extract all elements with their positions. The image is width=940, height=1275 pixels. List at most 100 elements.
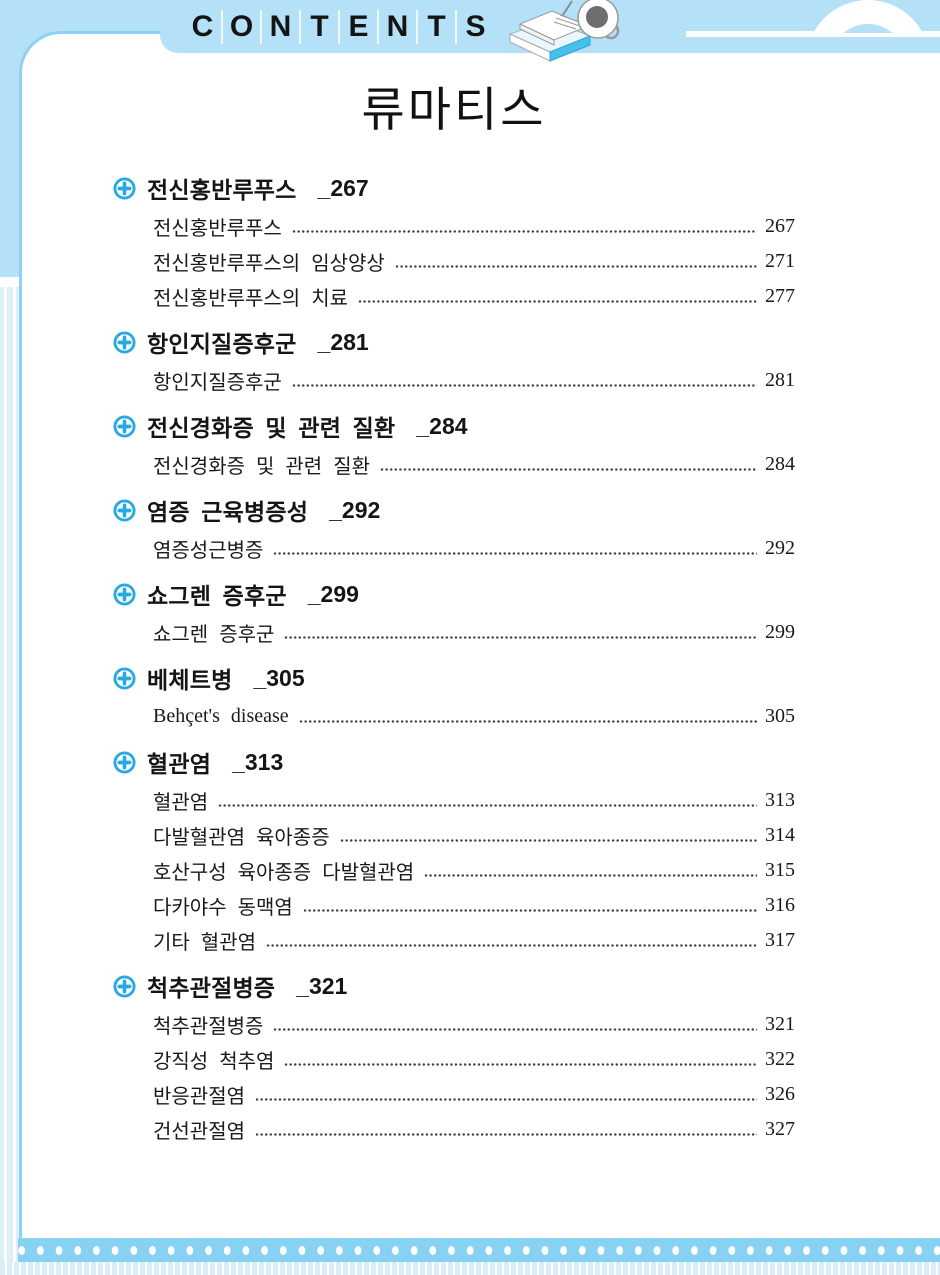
entry-list: 전신경화증 및 관련 질환 284 <box>153 447 795 482</box>
entry-title: Behçet's disease <box>153 705 289 728</box>
left-rail-striped <box>0 287 19 1262</box>
entry-title: 쇼그렌 증후군 <box>153 624 275 647</box>
section-title: 척추관절병증 <box>147 975 276 1002</box>
toc-entry-row: 호산구성 육아종증 다발혈관염 315 <box>153 853 795 888</box>
entry-page-number: 327 <box>765 1118 795 1141</box>
entry-page-number: 281 <box>765 369 795 392</box>
contents-letter: N <box>379 9 418 44</box>
toc-section: 전신경화증 및 관련 질환 _284 전신경화증 및 관련 질환 284 <box>113 412 795 482</box>
entry-page-number: 305 <box>765 705 795 728</box>
toc-entry-row: Behçet's disease 305 <box>153 699 795 734</box>
toc-entry-row: 혈관염 313 <box>153 783 795 818</box>
entry-page-number: 313 <box>765 789 795 812</box>
entry-title: 전신홍반루푸스의 임상양상 <box>153 253 385 276</box>
entry-title: 강직성 척추염 <box>153 1051 275 1074</box>
section-page-label: _321 <box>296 972 348 999</box>
dotted-leader <box>302 909 757 913</box>
entry-list: 전신홍반루푸스 267 전신홍반루푸스의 임상양상 271 전신홍반루푸스의 치… <box>153 209 795 314</box>
dotted-leader <box>273 1028 757 1032</box>
dotted-leader <box>284 636 757 640</box>
section-title: 쇼그렌 증후군 <box>147 583 287 610</box>
section-heading: 전신홍반루푸스 _267 <box>113 174 795 204</box>
toc-entry-row: 전신홍반루푸스의 임상양상 271 <box>153 244 795 279</box>
contents-letter: S <box>465 10 486 43</box>
bottom-ribbed-strip <box>0 1262 940 1275</box>
entry-title: 전신경화증 및 관련 질환 <box>153 456 370 479</box>
contents-letter: C <box>184 9 223 44</box>
toc-entry-row: 건선관절염 327 <box>153 1112 795 1147</box>
section-title: 항인지질증후군 <box>147 331 297 358</box>
section-title: 염증 근육병증성 <box>147 499 309 526</box>
page-title: 류마티스 <box>361 85 547 137</box>
section-heading: 전신경화증 및 관련 질환 _284 <box>113 412 795 442</box>
toc-entry-row: 기타 혈관염 317 <box>153 923 795 958</box>
section-title: 전신홍반루푸스 <box>147 177 297 204</box>
entry-title: 전신홍반루푸스의 치료 <box>153 288 348 311</box>
section-heading: 쇼그렌 증후군 _299 <box>113 580 795 610</box>
entry-title: 호산구성 육아종증 다발혈관염 <box>153 862 415 885</box>
section-title: 전신경화증 및 관련 질환 <box>147 415 396 442</box>
bottom-dots-band <box>18 1238 940 1263</box>
entry-list: Behçet's disease 305 <box>153 699 795 734</box>
entry-page-number: 315 <box>765 859 795 882</box>
plus-circle-icon <box>113 331 136 354</box>
entry-title: 혈관염 <box>153 792 209 815</box>
entry-title: 기타 혈관염 <box>153 932 256 955</box>
entry-title: 다발혈관염 육아종증 <box>153 827 330 850</box>
entry-page-number: 321 <box>765 1013 795 1036</box>
toc-entry-row: 전신경화증 및 관련 질환 284 <box>153 447 795 482</box>
entry-title: 다카야수 동맥염 <box>153 897 293 920</box>
dotted-leader <box>394 265 757 269</box>
dotted-leader <box>255 1098 757 1102</box>
entry-list: 혈관염 313 다발혈관염 육아종증 314 호산구성 육아종증 다발혈관염 3… <box>153 783 795 958</box>
toc-entry-row: 쇼그렌 증후군 299 <box>153 615 795 650</box>
entry-list: 척추관절병증 321 강직성 척추염 322 반응관절염 326 건선관절염 3… <box>153 1007 795 1147</box>
entry-list: 항인지질증후군 281 <box>153 363 795 398</box>
entry-page-number: 326 <box>765 1083 795 1106</box>
entry-page-number: 299 <box>765 621 795 644</box>
contents-letter: T <box>301 9 340 44</box>
toc-section: 전신홍반루푸스 _267 전신홍반루푸스 267 전신홍반루푸스의 임상양상 2… <box>113 174 795 314</box>
dotted-leader <box>339 839 757 843</box>
contents-letter: E <box>340 9 379 44</box>
entry-title: 전신홍반루푸스 <box>153 218 282 241</box>
toc-section: 베체트병 _305 Behçet's disease 305 <box>113 664 795 734</box>
dotted-leader <box>266 944 757 948</box>
entry-page-number: 322 <box>765 1048 795 1071</box>
section-page-label: _313 <box>232 748 284 775</box>
section-page-label: _267 <box>317 174 369 201</box>
contents-letter: O <box>223 9 262 44</box>
header-white-slit <box>686 31 940 37</box>
entry-page-number: 271 <box>765 250 795 273</box>
entry-title: 염증성근병증 <box>153 540 264 563</box>
plus-circle-icon <box>113 583 136 606</box>
toc-sections: 전신홍반루푸스 _267 전신홍반루푸스 267 전신홍반루푸스의 임상양상 2… <box>113 174 795 1147</box>
toc-entry-row: 염증성근병증 292 <box>153 531 795 566</box>
toc-entry-row: 다카야수 동맥염 316 <box>153 888 795 923</box>
toc-entry-row: 다발혈관염 육아종증 314 <box>153 818 795 853</box>
contents-letter: T <box>418 9 457 44</box>
entry-title: 건선관절염 <box>153 1121 245 1144</box>
arc-handle-decoration <box>813 0 923 33</box>
plus-circle-icon <box>113 415 136 438</box>
section-heading: 척추관절병증 _321 <box>113 972 795 1002</box>
coffee-cup-icon <box>577 0 620 40</box>
section-title: 베체트병 <box>147 667 233 694</box>
dotted-leader <box>218 804 757 808</box>
entry-title: 항인지질증후군 <box>153 372 282 395</box>
section-page-label: _305 <box>253 664 305 691</box>
dotted-leader <box>298 720 757 724</box>
toc-section: 염증 근육병증성 _292 염증성근병증 292 <box>113 496 795 566</box>
entry-list: 염증성근병증 292 <box>153 531 795 566</box>
dotted-leader <box>380 468 757 472</box>
toc-content: 류마티스 전신홍반루푸스 _267 전신홍반루푸스 267 전신홍반루푸스의 임… <box>113 85 795 1147</box>
plus-circle-icon <box>113 975 136 998</box>
left-rail-gap <box>0 277 19 287</box>
plus-circle-icon <box>113 499 136 522</box>
toc-entry-row: 전신홍반루푸스 267 <box>153 209 795 244</box>
entry-page-number: 314 <box>765 824 795 847</box>
plus-circle-icon <box>113 667 136 690</box>
